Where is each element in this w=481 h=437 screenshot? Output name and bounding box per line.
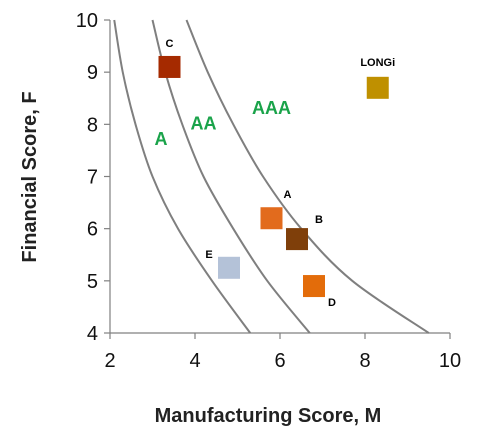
- region-label: AA: [191, 114, 217, 134]
- y-ticks: 4 5 6 7 8 9 10: [76, 10, 110, 345]
- point-label: LONGi: [360, 57, 395, 69]
- y-tick-label: 4: [87, 323, 98, 345]
- point-e: [218, 256, 240, 279]
- point-label: D: [328, 297, 336, 309]
- rating-curve-a: [113, 19, 252, 334]
- x-tick-label: 10: [439, 350, 461, 372]
- data-points: C LONGi A B E D: [158, 38, 395, 309]
- y-tick-label: 9: [87, 62, 98, 84]
- y-tick-label: 6: [87, 219, 98, 241]
- x-axis-title: Manufacturing Score, M: [155, 405, 382, 427]
- y-tick-label: 7: [87, 167, 98, 189]
- x-tick-label: 8: [359, 350, 370, 372]
- point-d: [303, 275, 325, 298]
- x-ticks: 2 4 6 8 10: [104, 333, 461, 372]
- rating-curve-aaa: [185, 19, 430, 334]
- x-tick-label: 2: [104, 350, 115, 372]
- y-tick-label: 8: [87, 114, 98, 136]
- point-label: B: [315, 214, 323, 226]
- point-label: A: [284, 189, 292, 201]
- point-label: E: [205, 249, 212, 261]
- x-tick-label: 4: [189, 350, 200, 372]
- point-label: C: [166, 38, 174, 50]
- point-longi: [366, 76, 389, 99]
- point-c: [158, 55, 181, 78]
- region-label: A: [155, 129, 168, 149]
- y-tick-label: 10: [76, 10, 98, 32]
- point-a: [260, 207, 283, 230]
- y-axis-title: Financial Score, F: [19, 91, 41, 262]
- point-b: [286, 228, 308, 251]
- y-tick-label: 5: [87, 271, 98, 293]
- x-tick-label: 6: [274, 350, 285, 372]
- region-label: AAA: [252, 98, 291, 118]
